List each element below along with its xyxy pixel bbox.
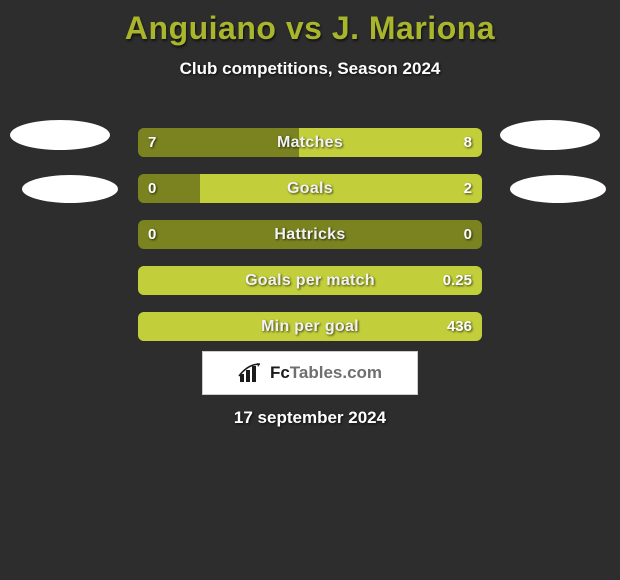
stat-row: Min per goal436: [0, 303, 620, 349]
stat-row: Matches7 8: [0, 119, 620, 165]
date-label: 17 september 2024: [0, 408, 620, 428]
stat-value-left: 7: [148, 128, 156, 157]
logo-text: FcTables.com: [270, 363, 382, 383]
stat-label: Matches: [138, 128, 482, 157]
stat-label: Goals per match: [138, 266, 482, 295]
stat-label: Hattricks: [138, 220, 482, 249]
stat-value-left: 0: [148, 220, 156, 249]
logo-part-c: .com: [342, 363, 382, 382]
stat-value-right: 0.25: [443, 266, 472, 295]
stat-row: Hattricks0 0: [0, 211, 620, 257]
stat-value-left: 0: [148, 174, 156, 203]
stat-row: Goals0 2: [0, 165, 620, 211]
stat-label: Min per goal: [138, 312, 482, 341]
chart-wrap: Anguiano vs J. Mariona Club competitions…: [0, 0, 620, 580]
page-title: Anguiano vs J. Mariona: [0, 0, 620, 47]
bar-chart-icon: [238, 362, 264, 384]
logo-inner: FcTables.com: [238, 362, 382, 384]
stat-value-right: 2: [464, 174, 472, 203]
stat-label: Goals: [138, 174, 482, 203]
stat-value-right: 8: [464, 128, 472, 157]
stat-value-right: 0: [464, 220, 472, 249]
stat-row: Goals per match0.25: [0, 257, 620, 303]
logo-part-a: Fc: [270, 363, 290, 382]
subtitle: Club competitions, Season 2024: [0, 59, 620, 79]
logo-part-b: Tables: [290, 363, 343, 382]
stat-rows: Matches78Goals02Hattricks00Goals per mat…: [0, 119, 620, 349]
stat-value-right: 436: [447, 312, 472, 341]
logo-box[interactable]: FcTables.com: [202, 351, 418, 395]
